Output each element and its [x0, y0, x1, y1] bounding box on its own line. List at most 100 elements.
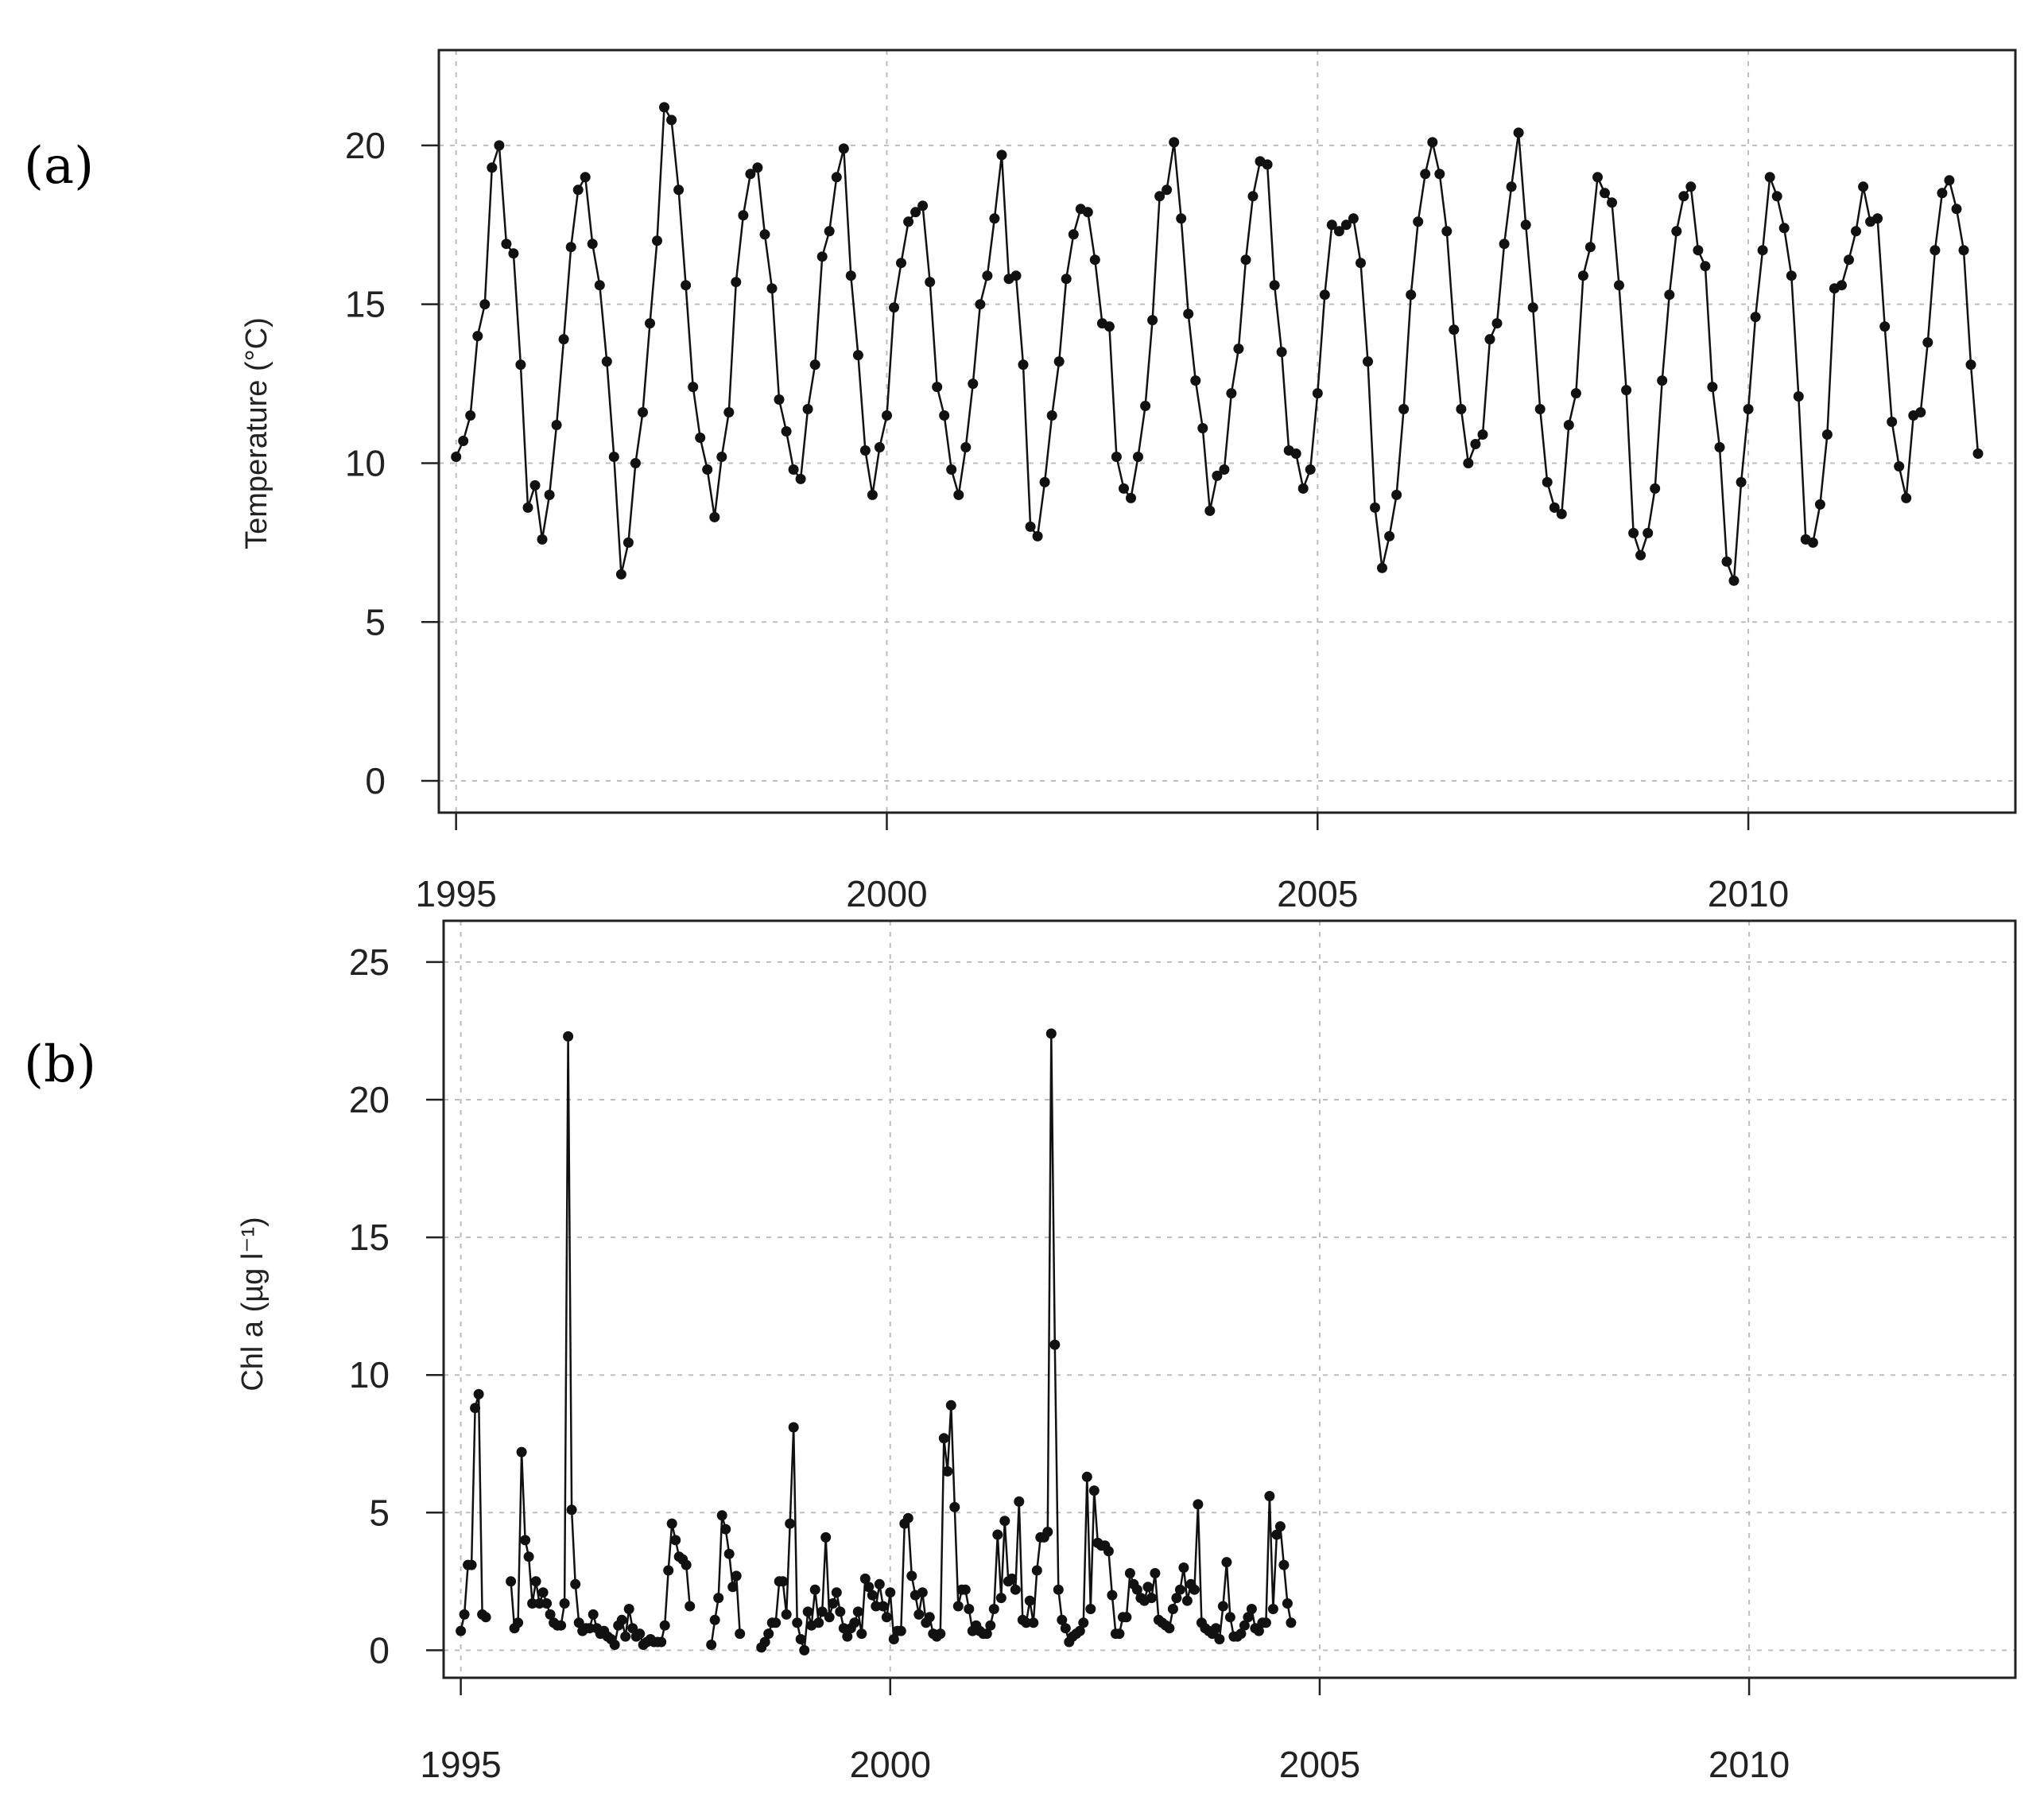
- data-point: [1212, 470, 1223, 481]
- data-point: [1282, 1598, 1293, 1609]
- data-point: [1728, 575, 1740, 586]
- data-point: [766, 283, 778, 294]
- data-point: [1290, 448, 1301, 459]
- data-point: [1556, 508, 1567, 519]
- data-point: [935, 1628, 946, 1640]
- data-point: [859, 445, 871, 456]
- data-point: [917, 200, 929, 212]
- y-tick-label: 5: [365, 601, 386, 642]
- series-line: [455, 103, 1980, 581]
- data-point: [1121, 1612, 1132, 1623]
- data-point: [541, 1598, 553, 1609]
- data-point: [688, 382, 699, 393]
- data-point: [1513, 127, 1524, 138]
- data-point: [838, 143, 849, 154]
- data-point: [1140, 401, 1151, 411]
- data-point: [906, 1570, 917, 1582]
- series-line: [460, 1394, 487, 1632]
- data-point: [1219, 464, 1230, 475]
- data-point: [1491, 318, 1503, 329]
- data-point: [537, 1587, 549, 1598]
- data-point: [1420, 169, 1431, 180]
- data-point: [1685, 181, 1697, 192]
- data-point: [1340, 219, 1352, 231]
- data-point: [1563, 420, 1574, 430]
- data-point: [1614, 280, 1624, 291]
- data-point: [1217, 1601, 1228, 1612]
- data-point: [917, 1587, 928, 1598]
- data-point: [874, 1578, 885, 1590]
- data-point: [659, 1620, 670, 1631]
- data-point: [681, 280, 692, 291]
- data-point: [949, 1501, 960, 1512]
- data-point: [1193, 1499, 1204, 1510]
- data-point: [1018, 359, 1029, 371]
- data-point: [1042, 1527, 1053, 1537]
- x-tick-label: 2010: [1709, 1744, 1790, 1785]
- data-point: [1224, 1612, 1235, 1623]
- data-point: [945, 1399, 956, 1411]
- data-point: [788, 1422, 799, 1433]
- data-point: [1061, 274, 1072, 285]
- data-point: [706, 1640, 717, 1650]
- data-point: [1021, 1617, 1032, 1628]
- data-point: [530, 1576, 541, 1587]
- plot-frame: [442, 919, 2017, 1679]
- data-point: [1204, 505, 1216, 516]
- data-point: [885, 1587, 896, 1598]
- data-point: [831, 172, 842, 183]
- data-point: [1197, 423, 1208, 433]
- y-tick-label: 20: [349, 1079, 390, 1120]
- data-point: [952, 1601, 964, 1612]
- data-point: [1721, 556, 1732, 567]
- y-tick-label: 20: [345, 125, 386, 166]
- data-point: [1146, 1593, 1157, 1604]
- data-point: [820, 1531, 832, 1543]
- data-point: [1958, 245, 1969, 256]
- data-point: [1584, 242, 1596, 253]
- data-point: [588, 1609, 599, 1620]
- panel-a-label: (a): [24, 137, 94, 196]
- data-point: [673, 184, 685, 196]
- data-point: [508, 248, 519, 259]
- data-point: [515, 359, 526, 371]
- data-point: [1743, 404, 1754, 414]
- data-point: [835, 1606, 846, 1617]
- data-point: [1592, 172, 1603, 183]
- data-point: [731, 1570, 742, 1582]
- y-tick-label: 15: [345, 284, 386, 325]
- data-point: [565, 242, 576, 253]
- data-point: [1053, 1584, 1064, 1595]
- data-point: [1240, 254, 1251, 266]
- data-point: [623, 537, 634, 548]
- data-point: [1214, 1634, 1225, 1644]
- data-point: [1088, 1485, 1100, 1496]
- data-point: [1707, 382, 1718, 393]
- data-point: [1243, 1612, 1254, 1623]
- temperature-chart: 0 5 10 15 20 1995 2000 2005 2010 Temperature (°C): [240, 49, 2017, 914]
- data-point: [634, 1628, 646, 1640]
- data-point: [1039, 476, 1050, 487]
- data-point: [902, 1512, 913, 1524]
- data-point: [770, 1617, 782, 1628]
- data-point: [1107, 1590, 1118, 1601]
- data-point: [645, 318, 655, 329]
- y-tick-label: 10: [345, 442, 386, 483]
- data-point: [1264, 1491, 1275, 1501]
- data-point: [1527, 302, 1538, 313]
- x-tick-label: 1995: [416, 873, 497, 914]
- data-point: [584, 1623, 595, 1634]
- data-point: [1714, 442, 1725, 452]
- data-point: [551, 420, 562, 430]
- data-point: [487, 162, 498, 173]
- data-point: [666, 1518, 677, 1529]
- data-point: [1103, 321, 1115, 332]
- x-tick-label: 2005: [1279, 1744, 1360, 1785]
- data-point: [924, 1612, 935, 1623]
- data-point: [1814, 499, 1825, 510]
- data-point: [1972, 448, 1984, 459]
- data-point: [627, 1623, 638, 1634]
- data-point: [527, 1598, 538, 1609]
- data-point: [573, 1617, 584, 1628]
